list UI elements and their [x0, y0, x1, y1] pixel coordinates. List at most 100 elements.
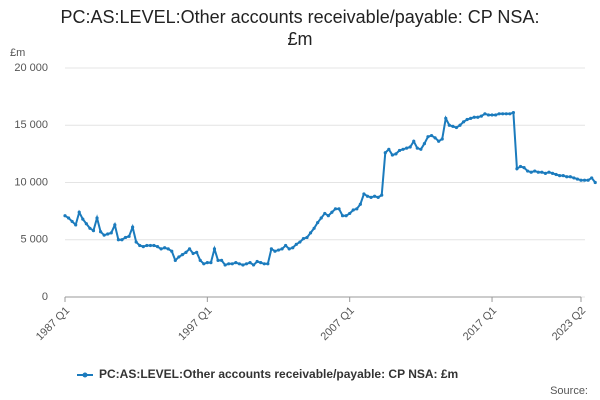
data-point	[145, 243, 149, 248]
data-point	[113, 223, 117, 227]
data-point	[81, 217, 85, 221]
data-point	[397, 148, 402, 153]
data-point	[333, 207, 338, 211]
data-point	[472, 115, 476, 119]
y-tick-label: 10 000	[14, 176, 48, 188]
data-point	[536, 170, 540, 174]
data-point	[166, 247, 170, 251]
data-point	[284, 243, 288, 248]
data-point	[191, 251, 195, 256]
data-point	[106, 232, 110, 236]
data-point	[469, 116, 473, 120]
data-point	[116, 238, 120, 242]
data-point	[202, 262, 206, 266]
data-point	[437, 139, 441, 143]
data-point	[330, 210, 334, 214]
data-point	[227, 262, 231, 266]
data-point	[276, 248, 281, 252]
data-point	[70, 219, 74, 224]
data-point	[461, 120, 466, 124]
data-point	[533, 169, 537, 173]
data-point	[543, 171, 548, 175]
data-point	[405, 146, 409, 150]
data-point	[205, 261, 209, 265]
data-point	[412, 139, 416, 143]
data-point	[148, 243, 153, 248]
data-point	[170, 249, 174, 253]
data-point	[511, 111, 515, 115]
data-point	[522, 166, 526, 170]
data-point	[504, 112, 508, 116]
data-point	[91, 228, 96, 233]
data-point	[244, 262, 249, 266]
data-point	[582, 178, 587, 182]
data-point	[74, 223, 78, 227]
data-point	[526, 169, 530, 173]
series-line	[64, 111, 597, 267]
data-point	[451, 124, 455, 128]
data-point	[501, 112, 505, 116]
data-point	[454, 125, 459, 130]
data-point	[568, 175, 572, 179]
data-point	[131, 225, 135, 229]
data-point	[155, 245, 160, 249]
data-point	[173, 258, 177, 262]
data-point	[252, 263, 256, 267]
data-point	[590, 176, 594, 180]
data-point	[195, 250, 199, 254]
data-point	[593, 180, 597, 185]
data-point	[98, 230, 103, 234]
data-point	[344, 214, 348, 218]
data-point	[269, 247, 273, 251]
data-point	[127, 234, 131, 238]
data-point	[340, 214, 345, 218]
data-point	[326, 214, 330, 218]
data-point	[294, 242, 298, 246]
data-point	[138, 243, 142, 248]
chart-title: PC:AS:LEVEL:Other accounts receivable/pa…	[60, 7, 540, 49]
data-point	[380, 193, 384, 197]
data-point	[429, 133, 434, 138]
data-point	[63, 214, 67, 218]
data-point	[319, 216, 323, 220]
data-point	[387, 147, 391, 151]
data-point	[348, 211, 352, 216]
data-point	[234, 261, 238, 265]
y-tick-label: 0	[42, 291, 48, 303]
x-tick-label: 1987 Q1	[34, 305, 72, 343]
data-point	[518, 164, 523, 169]
data-point	[351, 208, 355, 212]
data-point	[216, 258, 220, 262]
data-point	[558, 174, 562, 178]
data-point	[362, 192, 366, 196]
data-point	[95, 216, 99, 220]
x-tick-label: 2007 Q1	[319, 305, 357, 343]
data-point	[547, 170, 551, 174]
data-point	[84, 222, 88, 226]
data-point	[369, 195, 373, 199]
data-point	[184, 250, 188, 254]
data-point	[316, 220, 320, 225]
data-point	[376, 195, 380, 199]
data-point	[262, 262, 266, 266]
y-tick-label: 5 000	[20, 234, 48, 246]
data-point	[134, 240, 138, 244]
data-point	[248, 261, 252, 265]
data-point	[579, 178, 583, 182]
data-point	[287, 247, 291, 251]
data-point	[497, 112, 501, 116]
data-point	[529, 170, 533, 174]
data-point	[301, 237, 306, 241]
data-point	[483, 112, 487, 116]
data-point	[554, 172, 558, 177]
x-tick-label: 2023 Q2	[550, 305, 588, 343]
data-point	[66, 216, 71, 220]
data-point	[212, 247, 217, 251]
data-point	[241, 263, 245, 267]
data-point	[422, 141, 427, 146]
data-point	[440, 137, 444, 141]
y-tick-label: 20 000	[14, 62, 48, 74]
data-point	[561, 174, 565, 178]
